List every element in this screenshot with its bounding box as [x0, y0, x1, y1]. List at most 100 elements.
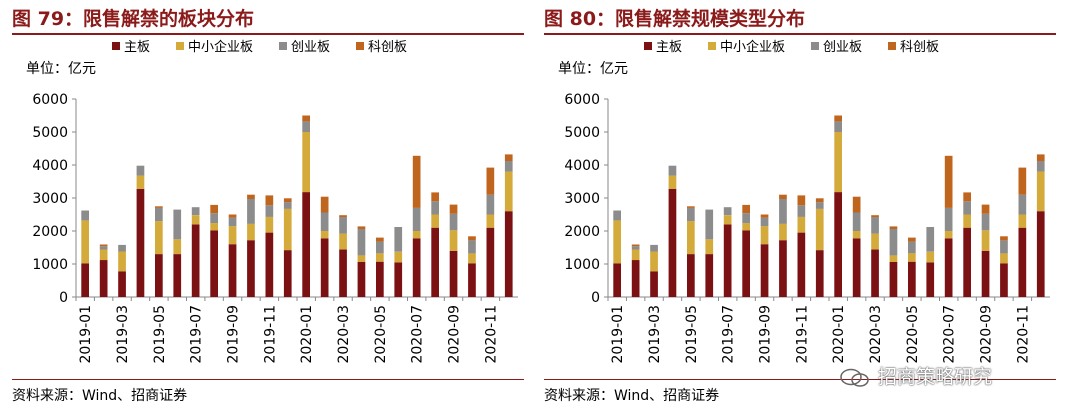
x-tick-label: 2019-09: [758, 305, 774, 364]
bar-segment-2020-05-中小企业板: [908, 253, 916, 262]
bar-segment-2019-06-中小企业板: [173, 239, 182, 255]
bar-segment-2020-01-主板: [834, 192, 842, 297]
bar-segment-2020-03-创业板: [339, 217, 347, 234]
bar-segment-2019-08-创业板: [210, 213, 218, 224]
bar-segment-2020-01-主板: [302, 192, 310, 297]
bar-segment-2019-03-创业板: [650, 244, 658, 252]
y-tick-label: 6000: [32, 92, 68, 108]
bar-segment-2019-02-科创板: [631, 244, 640, 247]
y-tick-label: 0: [59, 290, 68, 306]
legend-swatch: [356, 42, 364, 50]
bar-segment-2019-05-科创板: [155, 206, 163, 208]
bar-segment-2019-07-中小企业板: [191, 215, 200, 225]
bar-segment-2019-01-中小企业板: [81, 220, 89, 264]
bar-segment-2019-08-中小企业板: [742, 223, 750, 231]
bar-segment-2019-12-创业板: [815, 202, 824, 209]
bar-segment-2019-11-中小企业板: [797, 216, 806, 233]
bar-segment-2020-12-主板: [504, 211, 513, 297]
bar-segment-2019-08-科创板: [742, 204, 750, 214]
chart-title: 图 80：限售解禁规模类型分布: [544, 8, 806, 30]
x-tick-label: 2020-07: [410, 305, 426, 364]
bar-segment-2019-05-主板: [687, 254, 695, 297]
bar-segment-2019-08-科创板: [210, 204, 218, 214]
bar-segment-2019-10-创业板: [779, 199, 787, 224]
bar-segment-2020-10-中小企业板: [468, 253, 476, 264]
bar-segment-2020-08-中小企业板: [963, 214, 971, 228]
bar-segment-2020-11-中小企业板: [1018, 214, 1027, 228]
bar-segment-2020-10-主板: [468, 263, 476, 297]
bar-segment-2019-07-主板: [191, 224, 200, 297]
x-tick-label: 2020-07: [942, 305, 958, 364]
bar-segment-2019-09-科创板: [760, 214, 769, 218]
bar-segment-2019-10-科创板: [779, 194, 787, 199]
bar-segment-2019-11-主板: [797, 232, 806, 297]
legend-label: 中小企业板: [720, 39, 785, 55]
bar-segment-2019-09-科创板: [228, 214, 237, 218]
bar-segment-2020-03-科创板: [339, 215, 347, 218]
bar-segment-2020-06-主板: [394, 262, 403, 297]
bar-segment-2019-07-主板: [723, 224, 732, 297]
x-tick-label: 2019-07: [189, 305, 205, 364]
bar-segment-2019-03-中小企业板: [650, 251, 658, 272]
bar-segment-2020-05-科创板: [908, 237, 916, 242]
bar-segment-2019-02-主板: [99, 260, 108, 297]
bar-segment-2020-05-中小企业板: [376, 253, 384, 262]
x-tick-label: 2019-05: [152, 305, 168, 364]
x-tick-label: 2019-11: [262, 305, 278, 364]
bar-segment-2020-03-主板: [871, 249, 879, 297]
bar-segment-2020-08-中小企业板: [431, 214, 439, 228]
bar-segment-2020-10-科创板: [468, 236, 476, 241]
x-tick-label: 2019-07: [721, 305, 737, 364]
chart-panel-79: 图 79：限售解禁的板块分布 主板 中小企业板 创业板 科创板 单位：亿元 0 1000 20…: [12, 0, 532, 417]
bar-segment-2019-06-创业板: [173, 209, 182, 240]
bar-segment-2020-05-创业板: [376, 241, 384, 254]
bar-segment-2019-07-创业板: [723, 207, 732, 216]
bar-segment-2019-12-主板: [283, 250, 292, 297]
legend-label: 科创板: [368, 40, 407, 55]
bar-segment-2019-04-主板: [668, 188, 677, 297]
bar-segment-2020-02-科创板: [852, 196, 861, 213]
legend-label: 科创板: [900, 40, 939, 55]
bar-segment-2019-06-主板: [705, 254, 714, 297]
bar-segment-2019-09-主板: [228, 244, 237, 297]
bar-segment-2019-02-主板: [631, 260, 640, 297]
bar-segment-2019-04-创业板: [668, 165, 677, 176]
bar-segment-2019-03-主板: [118, 271, 126, 297]
bar-segment-2019-02-中小企业板: [99, 249, 108, 261]
bar-segment-2020-09-科创板: [981, 204, 990, 214]
bar-segment-2020-09-创业板: [449, 213, 458, 231]
bar-segment-2020-05-科创板: [376, 237, 384, 242]
bar-segment-2019-01-主板: [81, 263, 89, 297]
bar-segment-2020-04-中小企业板: [357, 255, 366, 262]
y-tick-label: 2000: [32, 224, 68, 240]
bar-segment-2020-09-主板: [449, 250, 458, 297]
bar-segment-2020-01-科创板: [834, 115, 842, 122]
legend-swatch: [112, 42, 120, 50]
bar-segment-2019-01-主板: [613, 263, 621, 297]
bar-segment-2019-10-科创板: [247, 194, 255, 199]
bar-segment-2020-05-主板: [376, 261, 384, 297]
source-note: 资料来源：Wind、招商证券: [12, 388, 188, 404]
bar-segment-2019-05-中小企业板: [155, 221, 163, 255]
bar-segment-2020-10-科创板: [1000, 236, 1008, 241]
bar-segment-2020-07-中小企业板: [412, 231, 421, 239]
x-tick-label: 2019-01: [610, 305, 626, 364]
bar-segment-2019-05-科创板: [687, 206, 695, 208]
bar-segment-2020-03-中小企业板: [339, 233, 347, 250]
bar-segment-2019-10-主板: [247, 240, 255, 297]
bar-segment-2019-06-创业板: [705, 209, 714, 240]
x-tick-label: 2020-11: [483, 305, 499, 364]
chart-panel-80: 图 80：限售解禁规模类型分布 主板 中小企业板 创业板 科创板 单位：亿元 0 1000 2…: [544, 0, 1064, 417]
bar-segment-2020-02-中小企业板: [320, 231, 329, 239]
bar-segment-2019-04-中小企业板: [668, 175, 677, 189]
bar-segment-2019-06-主板: [173, 254, 182, 297]
bar-segment-2020-09-创业板: [981, 213, 990, 231]
bar-segment-2019-10-中小企业板: [779, 223, 787, 241]
bar-segment-2020-06-创业板: [394, 227, 403, 252]
bar-segment-2019-11-科创板: [265, 195, 274, 206]
y-tick-label: 2000: [564, 224, 600, 240]
bar-segment-2019-05-创业板: [155, 207, 163, 222]
bar-segment-2020-01-中小企业板: [834, 132, 842, 193]
bar-segment-2019-07-中小企业板: [723, 215, 732, 225]
bar-segment-2019-02-创业板: [99, 246, 108, 250]
